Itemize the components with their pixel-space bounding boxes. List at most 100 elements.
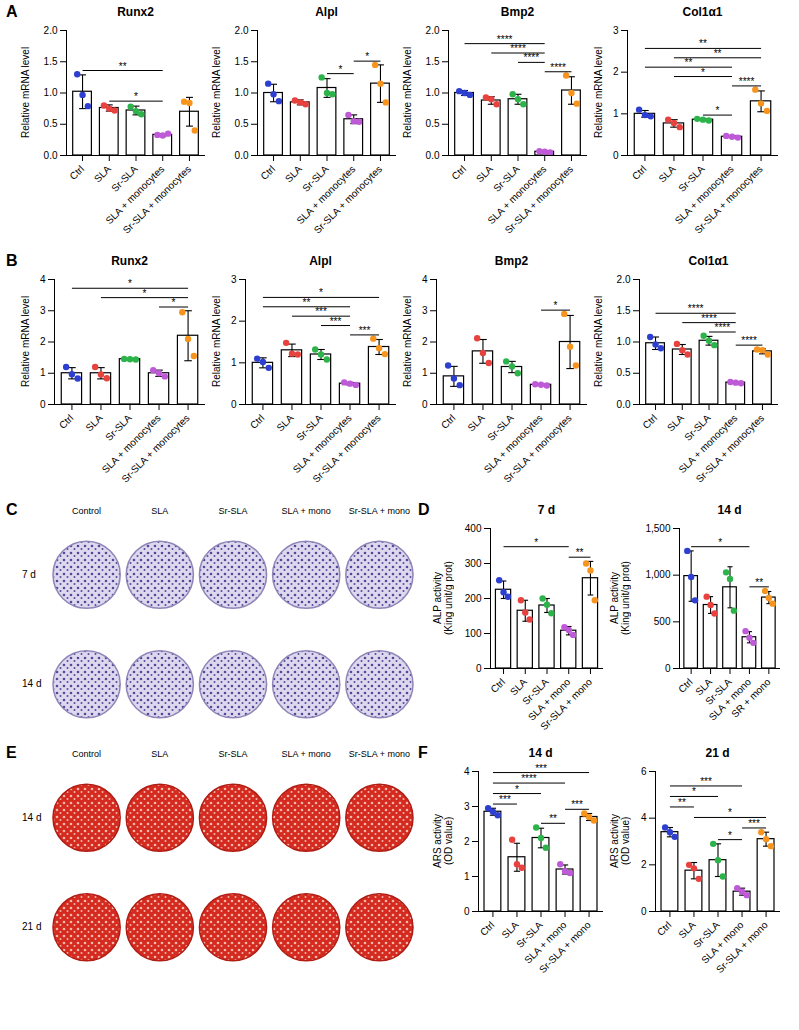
svg-text:0.0: 0.0 [617,399,631,410]
svg-text:*: * [554,300,558,311]
svg-text:***: *** [499,794,511,805]
svg-text:Ctrl: Ctrl [67,163,86,182]
svg-text:0: 0 [464,906,470,917]
svg-text:****: **** [524,52,540,63]
svg-text:2: 2 [231,315,237,326]
svg-text:SLA: SLA [656,163,677,184]
svg-text:0: 0 [40,399,46,410]
svg-text:***: *** [315,306,327,317]
svg-text:SLA: SLA [465,412,486,433]
svg-text:6: 6 [641,766,647,777]
svg-text:Sr-SLA + monocytes: Sr-SLA + monocytes [503,163,575,235]
svg-text:3: 3 [464,801,470,812]
svg-text:Sr-SLA + mono: Sr-SLA + mono [537,919,593,975]
svg-text:1.5: 1.5 [235,56,249,67]
svg-text:0: 0 [422,399,428,410]
svg-text:1.5: 1.5 [44,56,58,67]
svg-text:****: **** [550,62,566,73]
svg-text:SLA: SLA [665,412,686,433]
svg-text:14 d: 14 d [22,812,41,823]
svg-text:3: 3 [231,274,237,285]
svg-text:3: 3 [613,25,619,36]
svg-text:7 d: 7 d [22,569,36,580]
svg-text:0: 0 [476,663,482,674]
svg-text:*: * [172,297,176,308]
svg-text:0.5: 0.5 [44,118,58,129]
svg-text:Sr-SLA + monocytes: Sr-SLA + monocytes [312,163,384,235]
svg-text:SLA: SLA [274,412,295,433]
svg-text:Sr-SLA: Sr-SLA [218,506,247,516]
svg-text:4: 4 [464,766,470,777]
svg-text:Ctrl: Ctrl [630,163,649,182]
svg-text:Sr-SLA + mono: Sr-SLA + mono [349,506,410,516]
svg-text:100: 100 [465,628,482,639]
svg-text:****: **** [510,43,526,54]
svg-text:1: 1 [613,108,619,119]
svg-text:**: ** [685,57,693,68]
svg-text:0: 0 [613,150,619,161]
svg-text:2.0: 2.0 [617,274,631,285]
svg-text:2.0: 2.0 [426,25,440,36]
svg-text:***: *** [330,316,342,327]
svg-text:0.5: 0.5 [617,367,631,378]
svg-text:1.0: 1.0 [44,87,58,98]
svg-text:*: * [134,91,138,102]
svg-text:2: 2 [613,66,619,77]
svg-text:1: 1 [40,367,46,378]
svg-text:0.0: 0.0 [235,150,249,161]
svg-text:2: 2 [464,836,470,847]
svg-text:***: *** [535,763,547,774]
svg-text:Control: Control [72,749,101,759]
svg-text:Sr-SLA + monocytes: Sr-SLA + monocytes [310,412,382,484]
svg-text:Sr-SLA + mono: Sr-SLA + mono [714,919,770,975]
svg-text:****: **** [701,313,717,324]
svg-text:*: * [128,278,132,289]
svg-text:*: * [515,784,519,795]
svg-text:****: **** [521,773,537,784]
svg-text:*: * [728,807,732,818]
svg-text:SLA: SLA [151,506,168,516]
svg-text:Sr-SLA + mono: Sr-SLA + mono [538,676,594,732]
svg-text:Ctrl: Ctrl [488,676,507,695]
svg-text:400: 400 [465,523,482,534]
svg-text:1.0: 1.0 [235,87,249,98]
svg-text:Ctrl: Ctrl [640,412,659,431]
svg-text:Control: Control [72,506,101,516]
svg-text:1: 1 [464,871,470,882]
svg-text:Ctrl: Ctrl [478,919,497,938]
svg-text:****: **** [739,76,755,87]
svg-text:2: 2 [40,336,46,347]
svg-text:0: 0 [231,399,237,410]
svg-text:***: *** [571,799,583,810]
svg-text:SLA + mono: SLA + mono [282,749,331,759]
svg-text:Ctrl: Ctrl [439,412,458,431]
svg-text:****: **** [688,303,704,314]
svg-text:**: ** [303,297,311,308]
svg-text:1.5: 1.5 [617,305,631,316]
svg-text:0: 0 [665,663,671,674]
svg-text:SLA + mono: SLA + mono [282,506,331,516]
svg-text:****: **** [741,335,757,346]
svg-text:0.0: 0.0 [44,150,58,161]
svg-text:2.0: 2.0 [235,25,249,36]
svg-text:Sr-SLA + monocytes: Sr-SLA + monocytes [692,163,764,235]
svg-text:Sr-SLA + monocytes: Sr-SLA + monocytes [119,412,191,484]
svg-text:Sr-SLA + mono: Sr-SLA + mono [349,749,410,759]
svg-text:21 d: 21 d [22,921,41,932]
svg-text:*: * [692,786,696,797]
svg-text:SLA: SLA [283,163,304,184]
svg-text:4: 4 [641,812,647,823]
svg-text:**: ** [549,813,557,824]
svg-text:SLA: SLA [92,163,113,184]
svg-text:1,000: 1,000 [645,569,670,580]
svg-text:*: * [365,51,369,62]
svg-text:3: 3 [422,305,428,316]
svg-text:2: 2 [422,336,428,347]
svg-text:300: 300 [465,558,482,569]
svg-text:**: ** [678,797,686,808]
svg-text:Sr-SLA + monocytes: Sr-SLA + monocytes [694,412,766,484]
svg-text:1: 1 [422,367,428,378]
svg-text:***: *** [748,818,760,829]
svg-text:**: ** [755,577,763,588]
svg-text:Sr-SLA + monocytes: Sr-SLA + monocytes [121,163,193,235]
